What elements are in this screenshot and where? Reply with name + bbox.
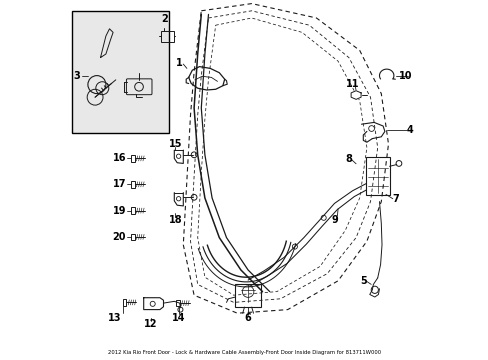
Bar [176,300,179,306]
Bar [235,284,260,307]
Bar [131,181,134,188]
Bar [131,234,134,240]
Text: 17: 17 [112,179,126,189]
Text: 10: 10 [398,71,411,81]
Text: 2012 Kia Rio Front Door - Lock & Hardware Cable Assembly-Front Door Inside Diagr: 2012 Kia Rio Front Door - Lock & Hardwar… [108,350,380,355]
Text: 20: 20 [112,232,126,242]
Bar [131,207,134,214]
Text: 12: 12 [144,319,157,329]
Bar [72,11,168,133]
Bar [122,299,126,306]
Text: 6: 6 [244,313,251,323]
Polygon shape [350,91,360,99]
Text: 11: 11 [345,79,359,89]
Text: 2: 2 [161,14,167,24]
Text: 16: 16 [112,153,126,163]
Bar [131,155,134,162]
Text: 5: 5 [359,276,366,286]
Text: 4: 4 [406,125,413,135]
Text: 9: 9 [330,215,337,225]
Text: 8: 8 [345,154,352,164]
Text: 14: 14 [172,312,185,323]
Text: 3: 3 [73,71,80,81]
Text: 7: 7 [391,194,398,204]
Text: 1: 1 [176,58,183,68]
Text: 18: 18 [168,215,182,225]
Text: 13: 13 [108,312,122,323]
Text: 19: 19 [112,206,126,216]
Bar [160,31,173,42]
Bar [366,157,389,195]
Text: 15: 15 [168,139,182,149]
